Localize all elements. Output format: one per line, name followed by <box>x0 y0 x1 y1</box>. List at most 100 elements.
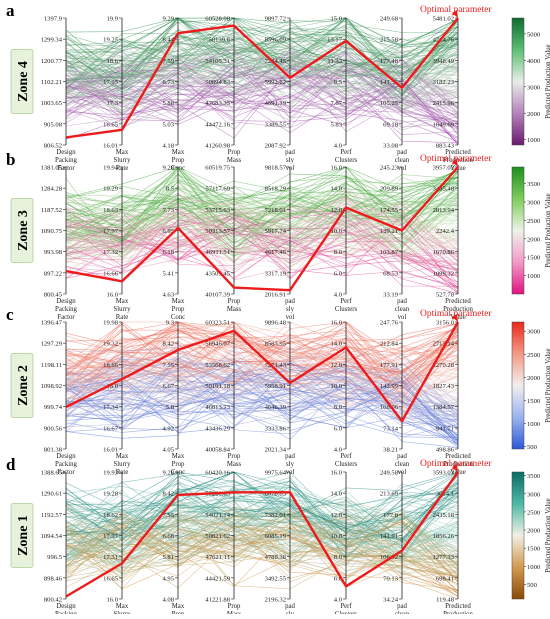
panel-letter: b <box>6 150 15 169</box>
axis-3: 60528.08 58139.8 54105.31 50894.83 47683.35 4… <box>205 16 241 165</box>
tick-label: 16.01 <box>103 447 118 454</box>
tick-label: 2242.4 <box>436 228 455 235</box>
tick-label: 1397.9 <box>44 16 63 23</box>
polyline-sample <box>65 482 459 539</box>
polyline-sample <box>65 482 459 552</box>
tick-label: 9.3 <box>166 320 175 327</box>
axis-title: Design <box>56 603 76 610</box>
optimal-annotation: Optimal parameter <box>420 309 492 319</box>
polyline-sample <box>65 17 459 80</box>
tick-label: 54021.14 <box>205 512 230 519</box>
tick-label: 8.0 <box>334 404 343 411</box>
polyline-sample <box>65 501 459 559</box>
tick-label: 1856.26 <box>433 533 455 540</box>
polyline-sample <box>65 77 459 143</box>
polyline-sample <box>65 64 459 145</box>
polyline-sample <box>65 508 459 575</box>
polyline-sample <box>65 166 459 206</box>
tick-label: 1198.11 <box>41 362 62 369</box>
tick-label: 212.84 <box>380 341 399 348</box>
tick-label: 3014.1 <box>436 491 454 498</box>
colorbar-tick-label: 1500 <box>527 398 541 405</box>
colorbar-tick-label: 1500 <box>527 546 541 553</box>
tick-label: 4.63 <box>162 292 174 299</box>
polyline-sample <box>65 37 459 95</box>
tick-label: 18.0 <box>106 383 118 390</box>
polyline-sample <box>65 28 459 111</box>
axis-title: Max <box>116 453 129 460</box>
tick-label: 1290.61 <box>41 491 62 498</box>
tick-label: 1670.86 <box>433 249 455 256</box>
tick-label: 806.52 <box>44 143 62 150</box>
tick-label: 3389.55 <box>265 121 287 128</box>
polyline-sample <box>65 480 459 541</box>
tick-label: 56946.07 <box>205 341 230 348</box>
tick-label: 46911.51 <box>206 249 230 256</box>
polyline-sample <box>65 58 459 128</box>
polyline-sample <box>65 197 459 265</box>
polyline-sample <box>65 368 459 442</box>
polyline-sample <box>65 17 459 100</box>
tick-label: 2435.18 <box>433 512 455 519</box>
tick-label: 19.29 <box>103 186 119 193</box>
polyline-sample <box>65 18 459 90</box>
tick-label: 53568.62 <box>205 362 230 369</box>
tick-label: 177.48 <box>380 58 399 65</box>
tick-label: 9975.64 <box>265 470 287 477</box>
tick-label: 12.0 <box>330 362 342 369</box>
axis-title: Predicted <box>445 453 471 460</box>
colorbar-tick-label: 3000 <box>527 199 541 206</box>
tick-label: 103.87 <box>380 249 399 256</box>
optimal-parameter-line <box>65 166 459 292</box>
tick-label: 6.0 <box>334 425 343 432</box>
tick-label: 215.58 <box>380 37 399 44</box>
tick-label: 7218.01 <box>265 207 286 214</box>
tick-label: 801.38 <box>44 447 63 454</box>
polyline-sample <box>65 346 459 406</box>
polyline-sample <box>65 481 459 539</box>
tick-label: 19.32 <box>103 341 118 348</box>
axis-title: Prop <box>228 453 241 460</box>
colorbar: 3000 2500 2000 1500 1000 500 Predicted Product… <box>511 321 550 451</box>
tick-label: 16.0 <box>330 165 342 172</box>
axis-title: Prop <box>228 149 241 156</box>
tick-label: 3317.19 <box>265 270 287 277</box>
tick-label: 5.41 <box>162 270 174 277</box>
polyline-sample <box>65 380 459 409</box>
polyline-sample <box>65 512 459 557</box>
tick-label: 50191.18 <box>205 383 230 390</box>
tick-label: 5.81 <box>162 554 174 561</box>
optimal-arrow-head <box>452 159 458 167</box>
tick-label: 2813.94 <box>433 207 455 214</box>
axis-title: Clusters <box>335 157 358 164</box>
tick-label: 57117.69 <box>206 186 231 193</box>
polyline-sample <box>65 363 459 415</box>
colorbar-gradient <box>511 17 525 146</box>
axis-title: pad <box>397 298 407 305</box>
tick-label: 73.14 <box>383 425 399 432</box>
polyline-sample <box>65 56 459 132</box>
tick-label: 9.5 <box>334 79 343 86</box>
colorbar-title: Predicted Production Value <box>545 193 550 267</box>
tick-label: 38.21 <box>383 447 398 454</box>
polyline-sample <box>65 362 459 441</box>
tick-label: 19.98 <box>103 320 119 327</box>
optimal-parameter-line <box>65 17 459 139</box>
axis-6: 245.23 209.89 174.55 139.21 103.87 68.53 33.19… <box>380 165 410 322</box>
tick-label: 17.97 <box>103 533 119 540</box>
tick-label: 16.66 <box>103 270 119 277</box>
tick-label: 17.31 <box>103 554 118 561</box>
polyline-sample <box>65 364 459 427</box>
tick-label: 7.59 <box>162 58 174 65</box>
tick-label: 40058.84 <box>205 447 230 454</box>
tick-label: 19.28 <box>103 491 119 498</box>
tick-label: 5992.82 <box>265 79 286 86</box>
polyline-sample <box>65 17 459 89</box>
tick-label: 44421.59 <box>205 575 230 582</box>
tick-label: 68.53 <box>383 270 399 277</box>
tick-label: 53715.63 <box>205 207 230 214</box>
colorbar-tick-label: 2000 <box>527 528 541 535</box>
polyline-sample <box>65 31 459 103</box>
tick-label: 18.66 <box>103 362 119 369</box>
